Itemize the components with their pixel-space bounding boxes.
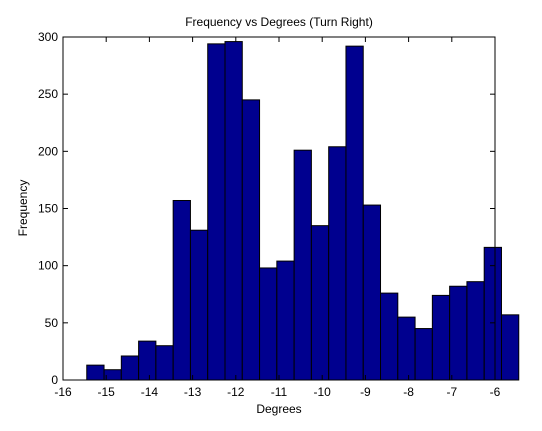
- histogram-bar: [172, 199, 191, 381]
- histogram-bar: [259, 267, 278, 381]
- histogram-bar: [276, 260, 295, 381]
- y-tick-label: 100: [38, 259, 58, 273]
- x-tick-label: -8: [403, 385, 414, 399]
- histogram-bar: [466, 281, 485, 381]
- y-tick-label: 250: [38, 87, 58, 101]
- histogram-bar: [138, 340, 157, 381]
- chart-title: Frequency vs Degrees (Turn Right): [185, 15, 373, 29]
- y-tick-label: 0: [51, 373, 58, 387]
- histogram-bar: [328, 146, 347, 381]
- x-tick-label: -15: [98, 385, 116, 399]
- histogram-bar: [380, 292, 399, 381]
- histogram-bar: [431, 294, 451, 381]
- y-tick-label: 150: [38, 202, 58, 216]
- histogram-bar: [241, 99, 261, 381]
- y-axis-label: Frequency: [16, 180, 30, 237]
- histogram-bar: [397, 316, 416, 381]
- histogram-bar: [414, 328, 433, 381]
- histogram-bar: [207, 43, 226, 381]
- x-tick-label: -6: [490, 385, 501, 399]
- histogram-bar: [224, 41, 243, 381]
- x-ticks-layer: -16 -15 -14 -13 -12 -11 -10 -9 -8 -7 -6: [54, 37, 501, 399]
- y-tick-label: 300: [38, 30, 58, 44]
- histogram-bar: [155, 345, 174, 381]
- x-tick-label: -16: [54, 385, 72, 399]
- histogram-bar: [86, 364, 105, 381]
- histogram-bar: [449, 285, 468, 381]
- x-tick-label: -11: [271, 385, 288, 399]
- histogram-bar: [189, 229, 209, 381]
- y-tick-label: 50: [45, 316, 59, 330]
- y-ticks-layer: 0 50 100 150 200 250 300: [38, 30, 495, 387]
- y-tick-label: 200: [38, 144, 58, 158]
- x-tick-label: -14: [141, 385, 159, 399]
- x-axis-label: Degrees: [256, 402, 301, 416]
- histogram-bar: [293, 149, 312, 381]
- x-tick-label: -13: [184, 385, 202, 399]
- histogram-bar: [345, 45, 364, 381]
- histogram-bar: [483, 246, 502, 381]
- histogram-bar: [310, 225, 330, 381]
- bars-layer: [86, 41, 520, 381]
- x-tick-label: -7: [446, 385, 457, 399]
- x-tick-label: -12: [227, 385, 245, 399]
- x-tick-label: -10: [314, 385, 332, 399]
- x-tick-label: -9: [360, 385, 371, 399]
- histogram-bar: [362, 204, 382, 381]
- histogram-bar: [120, 355, 140, 381]
- histogram-bar: [500, 314, 520, 381]
